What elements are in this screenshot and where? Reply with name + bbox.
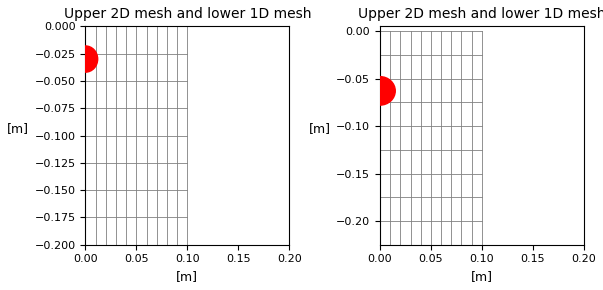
Circle shape <box>365 77 395 105</box>
Title: Upper 2D mesh and lower 1D mesh: Upper 2D mesh and lower 1D mesh <box>358 7 603 21</box>
Circle shape <box>73 46 98 72</box>
Title: Upper 2D mesh and lower 1D mesh: Upper 2D mesh and lower 1D mesh <box>63 7 311 21</box>
Y-axis label: [m]: [m] <box>309 123 330 135</box>
X-axis label: [m]: [m] <box>471 270 493 283</box>
Y-axis label: [m]: [m] <box>7 123 29 135</box>
X-axis label: [m]: [m] <box>176 270 198 283</box>
